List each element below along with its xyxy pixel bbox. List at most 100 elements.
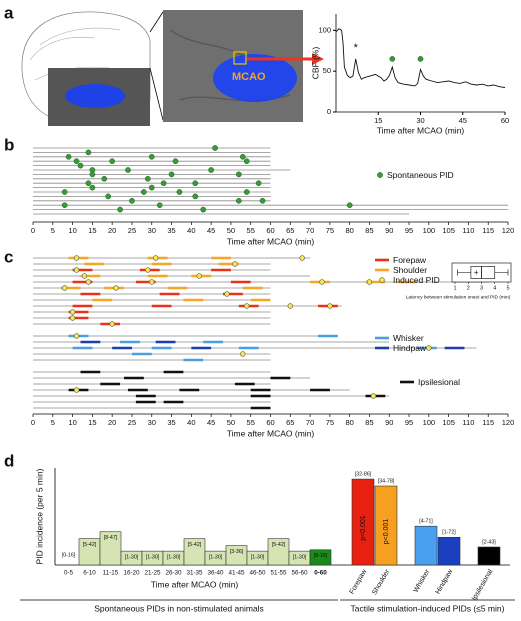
x-tick-label: 10	[68, 418, 76, 427]
pid-dot	[243, 158, 250, 165]
interval-label: [2-43]	[482, 539, 496, 545]
interval-label: [1-30]	[146, 555, 160, 561]
interval-label: [32-86]	[355, 471, 372, 477]
pid-dot	[259, 197, 266, 204]
interval-label: [3-36]	[230, 549, 244, 555]
inset-tick-label: 3	[480, 285, 483, 291]
pid-dot	[85, 180, 92, 187]
pid-dot	[148, 153, 155, 160]
interval-label: [1-30]	[251, 555, 265, 561]
p-value: p<0.001	[383, 519, 390, 545]
pid-marker	[389, 56, 396, 62]
induced-pid	[370, 393, 377, 399]
p-value: p<0.001	[360, 515, 367, 541]
panel-letter: b	[4, 135, 14, 154]
x-tick-label: 35	[167, 418, 175, 427]
x-tick-label: 6-10	[83, 570, 96, 577]
interval-label: [4-71]	[419, 519, 433, 525]
x-tick-label: 35	[167, 226, 175, 235]
x-axis-title: Time after MCAO (min)	[151, 579, 239, 589]
x-tick-label: 70	[306, 226, 314, 235]
legend-label: Forepaw	[393, 255, 427, 265]
pid-dot	[346, 202, 353, 209]
x-tick-label: 25	[128, 418, 136, 427]
x-tick-label: 15	[88, 418, 96, 427]
x-tick-label: 5	[51, 226, 55, 235]
induced-pid	[61, 285, 68, 291]
pid-dot	[85, 149, 92, 156]
x-tick-label: Shoulder	[371, 568, 391, 596]
interval-label: [8-47]	[104, 535, 118, 541]
interval-label: [1-72]	[442, 530, 456, 536]
x-tick-label: 50	[227, 418, 235, 427]
induced-pid	[81, 273, 88, 279]
group-label: Spontaneous PIDs in non-stimulated anima…	[94, 603, 264, 613]
pid-dot	[61, 202, 68, 209]
zoom-line	[149, 11, 164, 33]
box	[470, 266, 496, 279]
induced-pid	[224, 291, 230, 297]
induced-pid	[196, 273, 202, 279]
y-tick-label: 50	[323, 66, 331, 75]
x-tick-label: 95	[405, 418, 413, 427]
brain-illustration: MCAO	[21, 10, 324, 126]
x-tick-label: 100	[423, 418, 436, 427]
y-tick-label: 100	[318, 25, 331, 34]
x-tick-label: 80	[345, 226, 353, 235]
x-tick-label: 36-40	[207, 570, 224, 577]
x-tick-label: 15	[88, 226, 96, 235]
y-tick-label: 0	[327, 107, 331, 116]
pid-dot	[200, 206, 207, 213]
x-tick-label: 25	[128, 226, 136, 235]
pid-dot	[235, 197, 242, 204]
x-tick-label: 65	[286, 418, 294, 427]
roi-box	[233, 51, 247, 65]
induced-pid	[145, 267, 151, 273]
x-tick-label: 85	[365, 226, 373, 235]
pid-dot	[243, 189, 250, 195]
pid-dot	[61, 189, 68, 195]
x-tick-label: 20	[108, 226, 116, 235]
x-tick-label: 16-20	[123, 570, 140, 577]
x-tick-label: 110	[462, 226, 474, 235]
pid-dot	[168, 171, 175, 178]
induced-pid	[232, 261, 238, 267]
induced-pid	[327, 303, 333, 309]
x-axis-title: Time after MCAO (min)	[227, 236, 315, 246]
pid-dot	[156, 202, 163, 209]
pid-marker	[417, 56, 424, 62]
x-tick-label: 26-30	[165, 570, 182, 577]
x-tick-label: 105	[442, 226, 455, 235]
x-axis-title: Time after MCAO (min)	[227, 428, 315, 438]
pid-dot	[89, 184, 96, 191]
x-tick-label: 90	[385, 418, 393, 427]
pid-dot	[129, 197, 135, 204]
x-tick-label: 55	[247, 226, 255, 235]
induced-pid	[366, 279, 373, 285]
pid-dot	[77, 162, 84, 169]
x-tick-label: 60	[266, 226, 274, 235]
x-tick-label: 65	[286, 226, 294, 235]
induced-pid	[73, 333, 80, 339]
pid-dot	[212, 145, 218, 151]
bar	[351, 478, 375, 566]
group-label: Tactile stimulation-induced PIDs (≤5 min…	[351, 603, 505, 613]
legend-label: Induced PID	[393, 275, 440, 285]
pid-dot	[172, 158, 179, 165]
x-tick-label: 120	[502, 418, 515, 427]
induced-pid	[244, 303, 250, 309]
induced-pid	[287, 303, 293, 309]
x-tick-label: 40	[187, 226, 195, 235]
x-tick-label: 45	[207, 418, 215, 427]
induced-pid	[73, 267, 80, 273]
pid-dot	[208, 167, 214, 173]
pid-dot	[65, 153, 72, 160]
x-tick-label: 115	[482, 418, 494, 427]
inset-tick-label: 2	[467, 285, 470, 291]
interval-label: [5-42]	[272, 542, 286, 548]
pid-dot	[140, 189, 147, 195]
panel-letter: c	[4, 247, 13, 266]
x-tick-label: 41-45	[228, 570, 245, 577]
interval-label: [34-78]	[378, 478, 395, 484]
